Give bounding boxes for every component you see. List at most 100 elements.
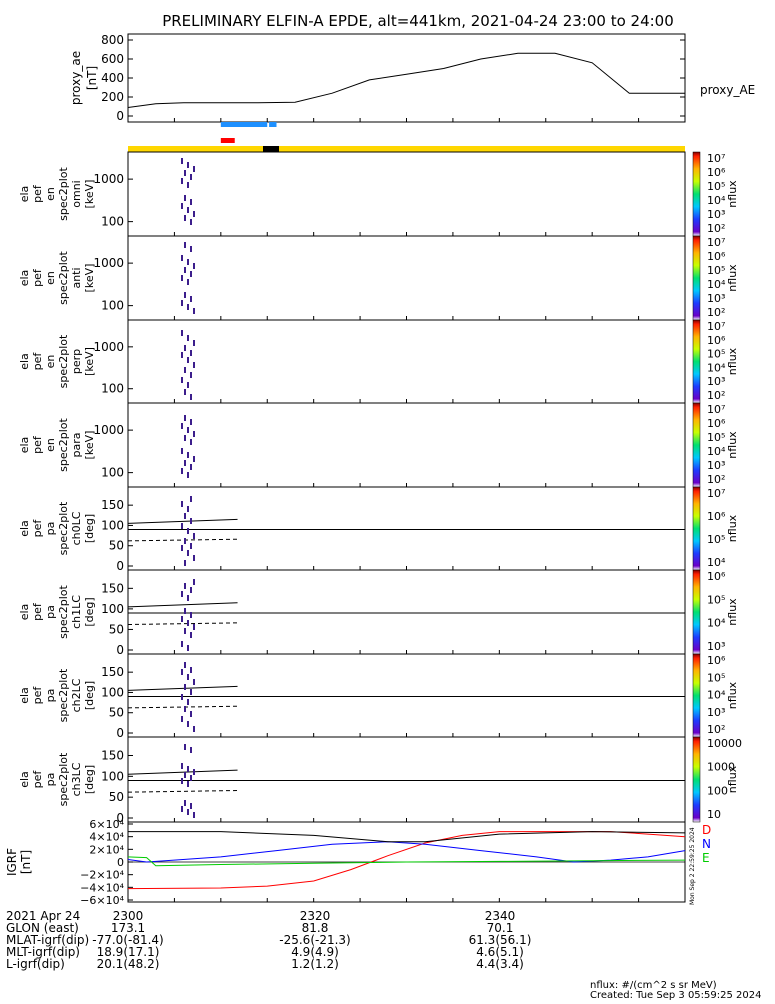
spec-panel-7: ela pef pa spec2plot ch3LC [deg] 0 50 100 150 10 10… xyxy=(18,736,742,825)
colorbar-tick-label: 10³ xyxy=(707,459,725,472)
spec-pixel xyxy=(193,579,195,585)
science-zone-bars xyxy=(220,122,277,143)
zone-bar-red xyxy=(220,138,235,143)
spec-pixel xyxy=(190,296,192,302)
spec-ytick-label: 1000 xyxy=(93,340,124,354)
igrf-series-total xyxy=(128,831,686,843)
spec-pixel xyxy=(190,439,192,445)
spec-pixel xyxy=(187,382,189,388)
proxy-ae-panel: proxy_ae [nT] 0 200 400 600 800 proxy_AE xyxy=(69,33,755,123)
spec-pixel xyxy=(184,460,186,466)
spec-panel-frame xyxy=(127,653,686,738)
spec-pixel xyxy=(181,300,183,306)
spec-ylabel: pa xyxy=(44,522,57,536)
spec-ylabel: pef xyxy=(31,184,44,203)
igrf-yunit: [nT] xyxy=(19,850,33,874)
spec-ylabel: spec2plot xyxy=(57,251,70,305)
spec-pixel xyxy=(181,352,183,358)
spec-pixel xyxy=(193,431,195,437)
spec-pixel xyxy=(184,267,186,273)
colorbar-label: nflux xyxy=(726,180,739,208)
proxy-ae-ticks: 0 200 400 600 800 xyxy=(101,33,686,123)
spec-pixel xyxy=(190,689,192,695)
spec-pixel xyxy=(187,674,189,680)
spec-pixel xyxy=(190,543,192,549)
proxy-ae-ytick-label: 200 xyxy=(101,90,124,104)
spec-pixel xyxy=(187,506,189,512)
colorbar-tick-label: 10⁷ xyxy=(707,152,725,165)
spec-ylabel: spec2plot xyxy=(57,418,70,472)
spec-ylabel: en xyxy=(44,271,57,285)
spec-pixel xyxy=(190,419,192,425)
spec-pixel xyxy=(181,669,183,675)
loss-cone-line xyxy=(127,602,238,608)
spec-pixel xyxy=(193,812,195,818)
spec-panel-frame xyxy=(127,151,686,237)
spec-pixel xyxy=(190,803,192,809)
spec-pixel xyxy=(190,246,192,252)
colorbar-tick-label: 10² xyxy=(707,389,725,402)
proxy-ae-yunit: [nT] xyxy=(85,66,99,90)
spec-ylabel: omni xyxy=(70,180,83,207)
spec-ylabel: perp xyxy=(70,349,83,374)
colorbar-tick-label: 10⁶ xyxy=(707,654,726,667)
spec-panel-4: ela pef pa spec2plot ch0LC [deg] 0 50 100 150 10⁴ 1… xyxy=(18,486,739,573)
spec-ytick-label: 100 xyxy=(101,215,124,229)
spec-panel-frame xyxy=(127,736,686,823)
igrf-legend-E: E xyxy=(702,851,710,865)
spec-pixel xyxy=(193,533,195,539)
spec-pixel xyxy=(181,545,183,551)
spec-pixel xyxy=(181,778,183,784)
spec-pixel xyxy=(187,259,189,265)
footer-units: nflux: #/(cm^2 s sr MeV) xyxy=(590,980,717,991)
spec-ylabel: spec2plot xyxy=(57,501,70,555)
spec-pixel xyxy=(187,472,189,478)
spec-pixel xyxy=(187,162,189,168)
igrf-panel: IGRF [nT] −6×10⁴−4×10⁴−2×10⁴02×10⁴4×10⁴6… xyxy=(5,818,711,907)
spec-ylabel: ela xyxy=(18,437,31,454)
colorbar-tick-label: 10⁴ xyxy=(707,445,726,458)
xaxis-row-value: 1.2(1.2) xyxy=(291,957,339,971)
spec-pixel xyxy=(190,372,192,378)
proxy-ae-ytick-label: 800 xyxy=(101,33,124,47)
spec-pixel xyxy=(193,769,195,775)
spec-ylabel: [deg] xyxy=(83,597,96,626)
spec-ytick-label: 100 xyxy=(101,518,124,532)
spec-pixel xyxy=(184,706,186,712)
colorbar-tick-label: 10⁵ xyxy=(707,180,725,193)
spec-ytick-label: 0 xyxy=(116,811,124,825)
xaxis-row-value: 2300 xyxy=(113,909,144,923)
spec-pixel xyxy=(190,199,192,205)
igrf-ylabel: IGRF xyxy=(5,848,19,876)
spec-ytick-label: 0 xyxy=(116,643,124,657)
spec-ylabel: [deg] xyxy=(83,514,96,543)
xaxis-row-value: 173.1 xyxy=(111,921,145,935)
colorbar-tick-label: 10⁵ xyxy=(707,533,725,546)
colorbar-tick-label: 10³ xyxy=(707,375,725,388)
spec-pixel xyxy=(187,357,189,363)
spec-pixel xyxy=(181,377,183,383)
spec-pixel xyxy=(187,781,189,787)
spec-ytick-label: 50 xyxy=(109,539,124,553)
spec-ylabel: para xyxy=(70,433,83,458)
colorbar-tick-label: 10³ xyxy=(707,640,725,653)
igrf-legend-N: N xyxy=(702,837,711,851)
colorbar-tick-label: 10⁵ xyxy=(707,593,725,606)
igrf-legend: DNE xyxy=(702,823,711,865)
colorbar-tick-label: 10⁶ xyxy=(707,417,726,430)
spec-ytick-label: 1000 xyxy=(93,423,124,437)
colorbar xyxy=(692,653,701,738)
spec-pixel xyxy=(190,587,192,593)
spec-pixel xyxy=(190,464,192,470)
igrf-ytick-label: 6×10⁴ xyxy=(89,818,124,831)
spec-ylabel: ch1LC xyxy=(70,595,83,629)
anti-loss-cone-line xyxy=(127,790,238,793)
spec-pixel xyxy=(184,195,186,201)
spec-pixel xyxy=(190,667,192,673)
colorbar-tick-label: 10³ xyxy=(707,706,725,719)
spec-pixel xyxy=(184,583,186,589)
igrf-ytick-label: 2×10⁴ xyxy=(89,843,124,856)
